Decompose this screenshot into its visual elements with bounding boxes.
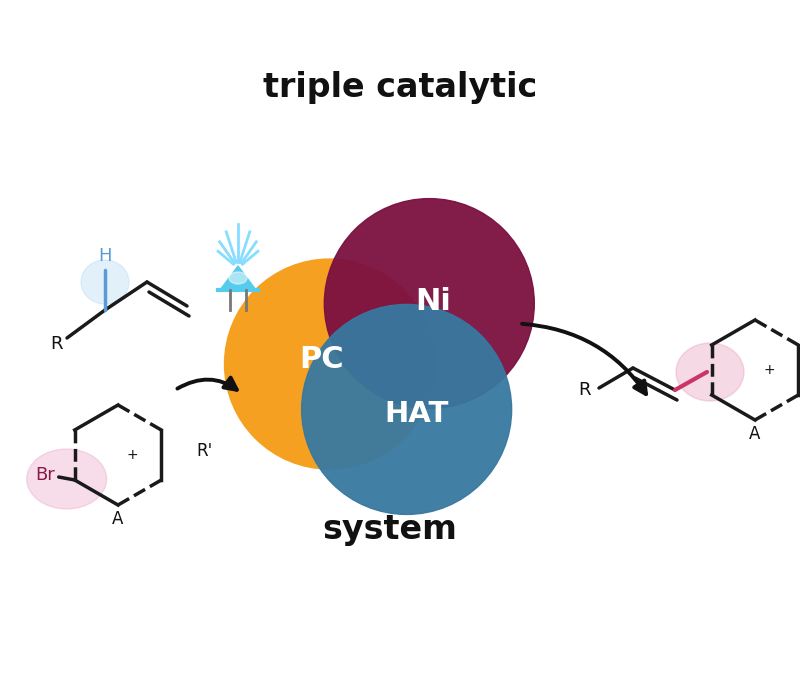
Text: +: + [763, 363, 775, 377]
Ellipse shape [229, 272, 247, 284]
Text: triple catalytic: triple catalytic [263, 72, 537, 104]
Circle shape [225, 259, 434, 469]
Text: PC: PC [299, 345, 344, 374]
Circle shape [324, 198, 534, 409]
Text: A: A [750, 425, 761, 443]
Text: H: H [98, 247, 112, 265]
Text: Br: Br [35, 466, 54, 484]
Ellipse shape [26, 449, 106, 509]
Text: A: A [112, 510, 124, 528]
Text: +: + [126, 448, 138, 462]
Text: R: R [50, 335, 63, 353]
Text: Ni: Ni [415, 287, 451, 316]
Text: system: system [322, 514, 458, 546]
Text: R': R' [196, 442, 212, 460]
Polygon shape [220, 266, 256, 290]
Text: R: R [578, 381, 591, 399]
Circle shape [302, 304, 512, 514]
Ellipse shape [676, 343, 744, 401]
Text: HAT: HAT [385, 400, 449, 429]
Ellipse shape [81, 260, 129, 304]
